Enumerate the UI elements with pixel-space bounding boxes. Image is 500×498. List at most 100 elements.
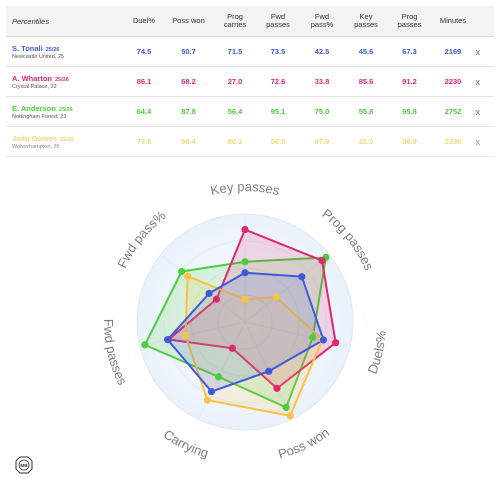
series-area <box>184 275 324 417</box>
player-row[interactable]: E. Anderson 25/26 Nottingham Forest, 23 64.… <box>6 97 494 127</box>
col-header-line2: passes <box>354 20 378 29</box>
value-minutes: 2752 <box>444 107 462 116</box>
value-fwd-passes: 95.1 <box>270 107 286 116</box>
player-cell: S. Tonali 25/26 Newcastle United, 25 <box>6 44 125 60</box>
axis-label: Fwd passes <box>101 319 130 388</box>
value-key-passes: 85.6 <box>358 77 374 86</box>
series-point <box>241 269 249 277</box>
series-point <box>228 344 236 352</box>
col-header-line1: Fwd <box>314 11 330 21</box>
percentiles-header: Percentiles <box>12 16 50 26</box>
value-fwd-passes: 73.5 <box>270 47 286 56</box>
series-point <box>318 256 326 265</box>
col-header-line1: Prog <box>401 11 418 21</box>
value-duel-pct: 86.1 <box>136 77 152 86</box>
axis-label-text: Carrying <box>161 427 210 460</box>
player-row[interactable]: S. Tonali 25/26 Newcastle United, 25 74.5 50… <box>6 37 494 67</box>
percentile-table: Percentiles Duel% Poss won Prog carries Fwd p… <box>6 6 494 157</box>
value-prog-passes: 36.9 <box>402 137 417 146</box>
player-season: 25/26 <box>58 106 73 113</box>
remove-player-button[interactable]: x <box>475 76 481 87</box>
table-header: Percentiles Duel% Poss won Prog carries Fwd p… <box>6 6 494 37</box>
logo-icon: MB <box>15 456 33 474</box>
value-fwd-pass-pct: 75.0 <box>314 107 330 116</box>
axis-label-text: Key passes <box>209 179 282 198</box>
series-point <box>214 373 223 381</box>
player-row[interactable]: João Gomes 25/26 Wolverhampton, 25 73.5 96.4… <box>6 127 494 157</box>
col-header-duel-pct: Duel% <box>125 16 163 26</box>
value-prog-carries: 56.4 <box>227 107 243 116</box>
series-point <box>282 403 290 412</box>
series-point <box>241 295 249 303</box>
series-point <box>273 384 281 392</box>
series-point <box>207 387 216 396</box>
player-name: E. Anderson <box>12 103 56 113</box>
player-name: A. Wharton <box>12 73 52 83</box>
value-poss-won: 87.8 <box>181 107 196 116</box>
series-point <box>178 267 186 276</box>
col-header-fwd-passes: Fwd passes <box>256 11 300 30</box>
player-season: 25/26 <box>60 136 74 143</box>
player-season: 25/26 <box>45 46 60 53</box>
series-point <box>332 339 340 347</box>
player-season: 25/26 <box>55 76 69 83</box>
series-point <box>241 225 249 234</box>
player-name-line: S. Tonali 25/26 <box>12 44 125 53</box>
player-name-line: A. Wharton 25/26 <box>12 74 125 83</box>
player-cell: João Gomes 25/26 Wolverhampton, 25 <box>6 134 125 150</box>
axis-label: Duels% <box>365 330 389 376</box>
value-key-passes: 21.0 <box>358 137 374 146</box>
player-cell: E. Anderson 25/26 Nottingham Forest, 23 <box>6 104 125 120</box>
series-point <box>241 258 249 266</box>
col-header-line2: passes <box>397 20 422 29</box>
value-minutes: 2336 <box>444 137 462 146</box>
series-point <box>203 396 211 404</box>
value-prog-carries: 71.5 <box>227 47 243 56</box>
radar-axis-line <box>139 321 246 347</box>
value-key-passes: 45.6 <box>358 47 374 56</box>
radar-axis-line <box>244 254 330 323</box>
value-prog-carries: 80.3 <box>227 137 243 146</box>
player-name-line: E. Anderson 25/26 <box>12 104 125 113</box>
col-header-line2: pass% <box>310 20 334 29</box>
remove-player-button[interactable]: x <box>475 136 481 147</box>
axis-label: Key passes <box>209 179 282 198</box>
value-prog-passes: 95.8 <box>402 107 417 116</box>
radar-axis-line <box>160 254 246 323</box>
series-point <box>141 341 149 349</box>
axis-label: Poss won <box>276 425 332 460</box>
axis-label-text: Poss won <box>276 425 332 460</box>
value-minutes: 2230 <box>444 77 462 86</box>
value-prog-passes: 91.2 <box>402 77 417 86</box>
series-point <box>286 412 294 420</box>
player-club: Crystal Palace, 22 <box>12 83 57 90</box>
col-header-prog-passes: Prog passes <box>388 11 431 30</box>
col-header-line1: Fwd <box>270 11 286 21</box>
col-header-fwd-pass-pct: Fwd pass% <box>300 11 344 30</box>
series-point <box>212 295 221 303</box>
player-rows: S. Tonali 25/26 Newcastle United, 25 74.5 50… <box>6 37 494 157</box>
player-name: João Gomes <box>12 133 58 143</box>
value-poss-won: 96.4 <box>181 137 196 146</box>
value-fwd-passes: 56.6 <box>270 137 286 146</box>
value-duel-pct: 74.5 <box>136 47 152 56</box>
series-point <box>319 336 328 344</box>
player-name-line: João Gomes 25/26 <box>12 134 125 143</box>
logo-text: MB <box>20 463 28 469</box>
remove-player-button[interactable]: x <box>475 46 481 57</box>
value-poss-won: 68.2 <box>181 77 196 86</box>
axis-label: Carrying <box>161 427 210 460</box>
series-point <box>272 293 280 301</box>
value-prog-carries: 27.0 <box>227 77 243 86</box>
value-poss-won: 50.7 <box>181 47 196 56</box>
player-club: Nottingham Forest, 23 <box>12 113 67 120</box>
player-name: S. Tonali <box>12 43 43 53</box>
col-header-line1: Poss won <box>172 15 205 25</box>
col-header-line1: Key <box>359 11 373 21</box>
player-row[interactable]: A. Wharton 25/26 Crystal Palace, 22 86.1 68.… <box>6 67 494 97</box>
series-area <box>166 271 325 393</box>
remove-player-button[interactable]: x <box>475 106 481 117</box>
series-point <box>164 336 172 344</box>
value-fwd-passes: 72.6 <box>270 77 286 86</box>
